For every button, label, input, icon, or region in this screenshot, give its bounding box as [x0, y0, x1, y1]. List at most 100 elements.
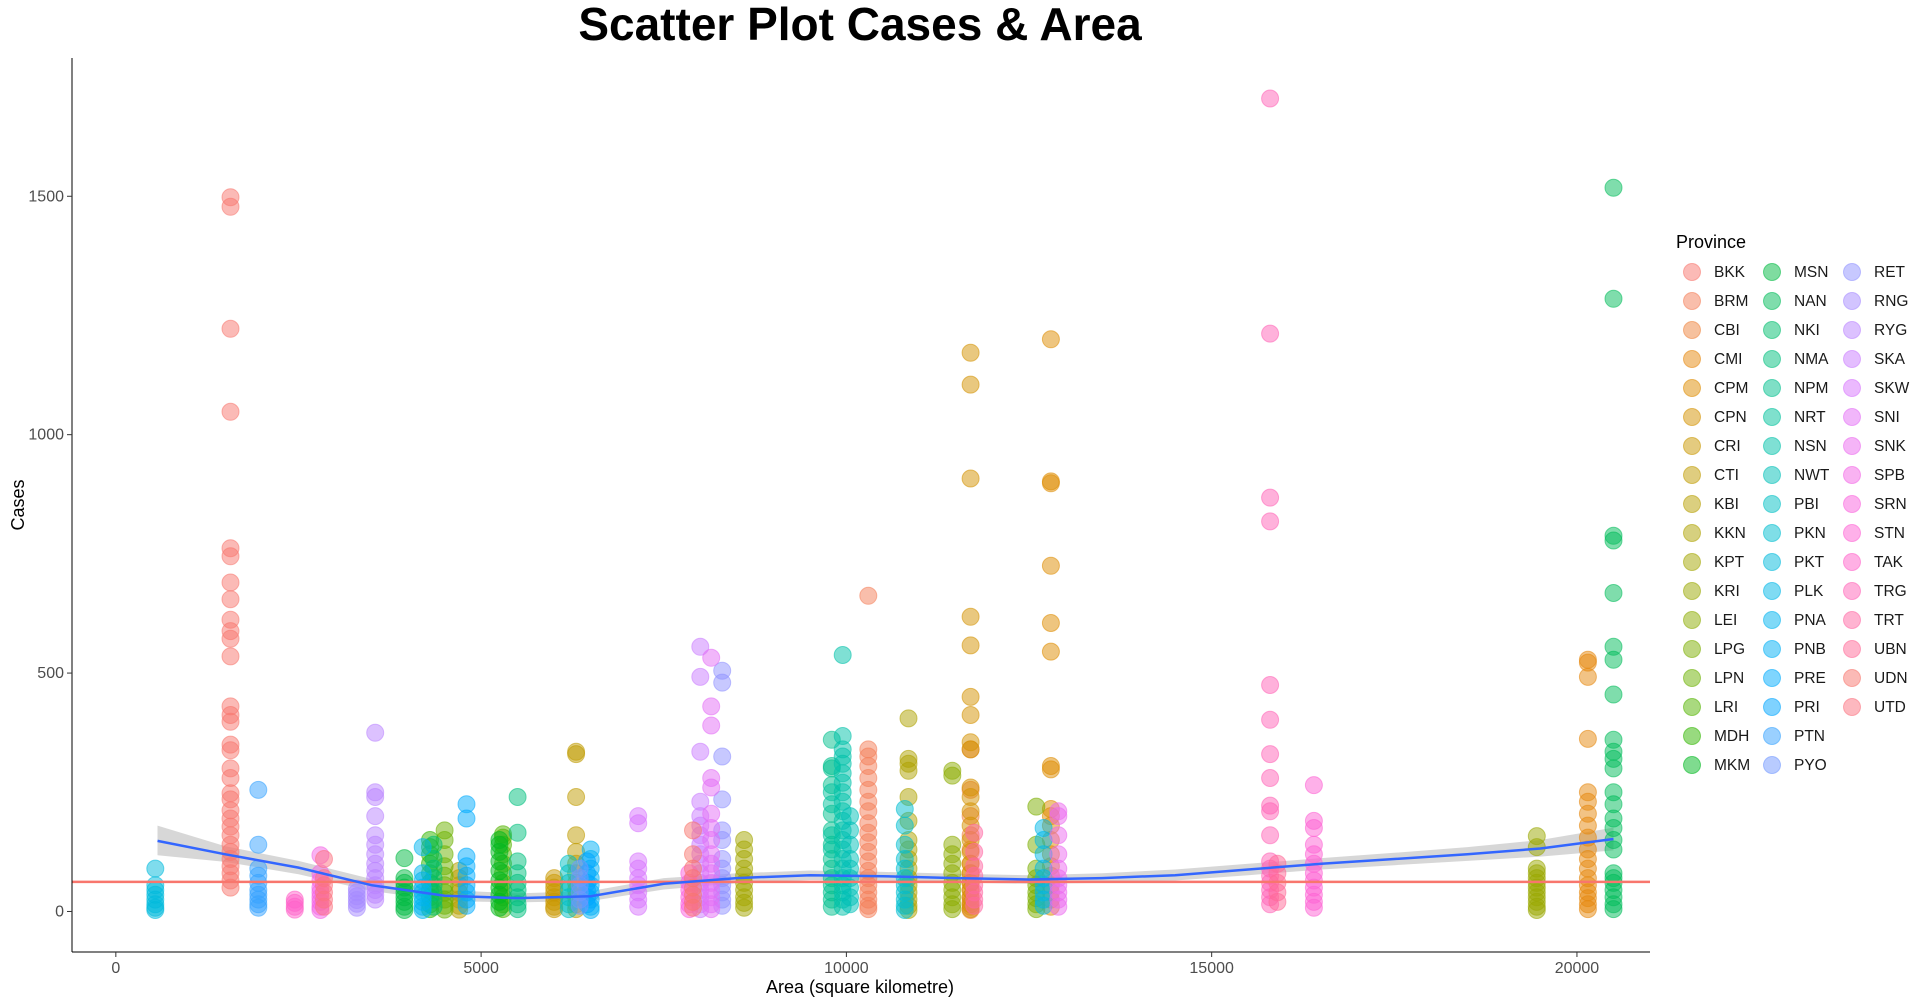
point-lpg [1027, 797, 1046, 816]
chart-title: Scatter Plot Cases & Area [578, 0, 1142, 50]
point-nan [1604, 531, 1623, 550]
legend-title: Province [1676, 232, 1746, 252]
point-trt [965, 823, 984, 842]
point-nan [1604, 759, 1623, 778]
legend-label-cbi: CBI [1714, 322, 1740, 339]
legend-key-mdh [1683, 727, 1701, 745]
legend-key-bkk [1683, 263, 1701, 281]
point-skw [629, 897, 648, 916]
legend-label-pyo: PYO [1794, 757, 1827, 774]
point-sni [702, 716, 721, 735]
point-bkk [221, 629, 240, 648]
point-ret [713, 790, 732, 809]
point-nsn [833, 646, 852, 664]
point-bkk [221, 741, 240, 760]
point-rng [347, 898, 366, 917]
legend-label-mkm: MKM [1714, 757, 1750, 774]
point-ptn [249, 780, 268, 799]
legend-key-skw [1843, 379, 1861, 397]
point-udn [684, 821, 702, 840]
point-bkk [221, 878, 240, 897]
legend-key-pkn [1763, 524, 1781, 542]
legend-key-npm [1763, 379, 1781, 397]
legend-label-ret: RET [1874, 264, 1906, 281]
legend-key-nma [1763, 350, 1781, 368]
legend-label-pna: PNA [1794, 612, 1827, 629]
legend-label-kkn: KKN [1714, 525, 1746, 542]
legend-key-pkt [1763, 553, 1781, 571]
x-tick-label: 20000 [1555, 960, 1600, 977]
point-cpm [1041, 614, 1060, 632]
point-nma [508, 788, 527, 806]
point-cmi [1578, 667, 1597, 686]
point-ryg [366, 723, 385, 742]
point-bkk [221, 319, 240, 338]
legend-key-kpt [1683, 553, 1701, 571]
legend-label-nsn: NSN [1794, 438, 1827, 455]
legend-label-utd: UTD [1874, 699, 1906, 716]
legend-key-cpm [1683, 379, 1701, 397]
legend-key-cri [1683, 437, 1701, 455]
point-bkk [221, 197, 240, 216]
point-ryg [366, 807, 385, 826]
legend-key-mkm [1683, 756, 1701, 774]
point-msn [395, 849, 414, 868]
point-nma [508, 900, 527, 919]
point-cpn [961, 636, 980, 655]
x-tick-label: 10000 [824, 960, 869, 977]
point-trg [1261, 676, 1280, 694]
point-mkm [490, 898, 509, 917]
legend-label-skw: SKW [1874, 380, 1910, 397]
legend-label-pre: PRE [1794, 670, 1826, 687]
legend-label-nma: NMA [1794, 351, 1829, 368]
legend-label-mdh: MDH [1714, 728, 1749, 745]
legend-label-bkk: BKK [1714, 264, 1746, 281]
legend-key-lpn [1683, 669, 1701, 687]
legend-label-ptn: PTN [1794, 728, 1825, 745]
legend-label-snk: SNK [1874, 438, 1907, 455]
legend-key-cti [1683, 466, 1701, 484]
point-bkk [221, 712, 240, 731]
legend-label-lei: LEI [1714, 612, 1737, 629]
point-utd [315, 850, 333, 868]
point-stn [1304, 776, 1323, 795]
point-cpn [961, 343, 980, 362]
y-axis-title: Cases [8, 479, 28, 530]
legend-key-snk [1843, 437, 1861, 455]
legend-label-lpn: LPN [1714, 670, 1744, 687]
point-ubn [1268, 892, 1287, 911]
legend-key-cpn [1683, 408, 1701, 426]
legend-key-lpg [1683, 640, 1701, 658]
legend-key-plk [1763, 582, 1781, 600]
point-snk [1049, 826, 1068, 845]
point-trg [1261, 745, 1280, 764]
legend-label-spb: SPB [1874, 467, 1905, 484]
legend-label-udn: UDN [1874, 670, 1908, 687]
x-tick-label: 5000 [463, 960, 499, 977]
point-pyo [570, 896, 589, 915]
point-trg [1261, 826, 1280, 845]
legend-label-kpt: KPT [1714, 554, 1745, 571]
point-utd [315, 897, 333, 916]
legend-key-udn [1843, 669, 1861, 687]
legend-label-cti: CTI [1714, 467, 1739, 484]
point-snk [1049, 807, 1068, 826]
point-lei [943, 900, 962, 919]
legend-label-pnb: PNB [1794, 641, 1826, 658]
legend-key-ret [1843, 263, 1861, 281]
point-nan [1604, 840, 1623, 859]
point-sni [702, 778, 721, 797]
point-bkk [221, 647, 240, 666]
legend-key-cmi [1683, 350, 1701, 368]
point-cpn [961, 607, 980, 626]
point-pre [457, 896, 476, 915]
legend-label-trg: TRG [1874, 583, 1907, 600]
legend-key-pnb [1763, 640, 1781, 658]
point-nan [1604, 289, 1623, 308]
legend-key-pre [1763, 669, 1781, 687]
point-cpm [1041, 474, 1060, 493]
point-cpm [1041, 760, 1060, 779]
legend-key-nwt [1763, 466, 1781, 484]
point-cpn [961, 706, 980, 724]
